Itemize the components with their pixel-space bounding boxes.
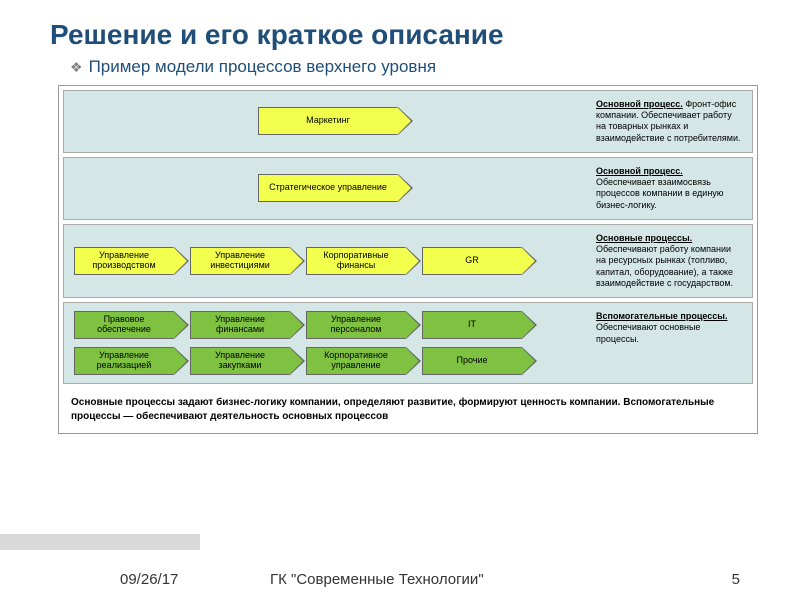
slide-footer: 09/26/17 ГК "Современные Технологии" 5 — [0, 571, 800, 588]
desc-bold: Основной процесс. — [596, 99, 683, 109]
row-boxes: Правовое обеспечение Управление финансам… — [68, 309, 588, 377]
process-box: Управление реализацией — [74, 347, 174, 375]
process-box: Маркетинг — [258, 107, 398, 135]
process-label: Управление производством — [83, 251, 165, 271]
desc-text: Обеспечивает взаимосвязь процессов компа… — [596, 177, 724, 210]
diagram-row: Маркетинг Основной процесс. Фронт-офис к… — [63, 90, 753, 153]
process-label: Управление инвестициями — [199, 251, 281, 271]
bullet-icon: ❖ — [70, 59, 83, 75]
process-box: Корпоративное управление — [306, 347, 406, 375]
process-label: Корпоративные финансы — [315, 251, 397, 271]
process-label: Управление закупками — [199, 351, 281, 371]
process-label: GR — [431, 256, 513, 266]
process-box: IT — [422, 311, 522, 339]
process-label: Управление персоналом — [315, 315, 397, 335]
diagram-caption: Основные процессы задают бизнес-логику к… — [59, 388, 757, 433]
process-diagram: Маркетинг Основной процесс. Фронт-офис к… — [58, 85, 758, 434]
desc-bold: Вспомогательные процессы. — [596, 311, 727, 321]
footer-org: ГК "Современные Технологии" — [270, 571, 700, 588]
desc-text: Обеспечивают работу компании на ресурсны… — [596, 244, 733, 288]
process-label: Маркетинг — [267, 116, 389, 126]
row-boxes: Стратегическое управление — [68, 164, 588, 213]
row-description: Основные процессы. Обеспечивают работу к… — [588, 231, 748, 291]
process-label: Корпоративное управление — [315, 351, 397, 371]
slide: Решение и его краткое описание ❖ Пример м… — [0, 0, 800, 600]
row-description: Вспомогательные процессы. Обеспечивают о… — [588, 309, 748, 377]
process-box: Управление персоналом — [306, 311, 406, 339]
process-label: Управление финансами — [199, 315, 281, 335]
desc-text: Обеспечивают основные процессы. — [596, 322, 700, 343]
row-description: Основной процесс. Фронт-офис компании. О… — [588, 97, 748, 146]
process-box: Корпоративные финансы — [306, 247, 406, 275]
process-box: Управление инвестициями — [190, 247, 290, 275]
subtitle-text: Пример модели процессов верхнего уровня — [89, 57, 436, 76]
diagram-row: Правовое обеспечение Управление финансам… — [63, 302, 753, 384]
slide-subtitle: ❖ Пример модели процессов верхнего уровня — [70, 57, 760, 77]
process-box: Управление закупками — [190, 347, 290, 375]
process-box: Прочие — [422, 347, 522, 375]
slide-title: Решение и его краткое описание — [50, 20, 760, 51]
process-box: Стратегическое управление — [258, 174, 398, 202]
row-description: Основной процесс. Обеспечивает взаимосвя… — [588, 164, 748, 213]
row-boxes: Маркетинг — [68, 97, 588, 146]
process-label: IT — [431, 320, 513, 330]
process-box: Правовое обеспечение — [74, 311, 174, 339]
process-label: Стратегическое управление — [267, 183, 389, 193]
process-label: Правовое обеспечение — [83, 315, 165, 335]
process-label: Прочие — [431, 356, 513, 366]
desc-bold: Основной процесс. — [596, 166, 683, 176]
process-box: GR — [422, 247, 522, 275]
decorative-bar — [0, 534, 200, 550]
process-label: Управление реализацией — [83, 351, 165, 371]
process-box: Управление финансами — [190, 311, 290, 339]
diagram-row: Стратегическое управление Основной проце… — [63, 157, 753, 220]
diagram-row: Управление производством Управление инве… — [63, 224, 753, 298]
desc-bold: Основные процессы. — [596, 233, 692, 243]
row-boxes: Управление производством Управление инве… — [68, 231, 588, 291]
footer-date: 09/26/17 — [120, 571, 270, 588]
footer-page: 5 — [700, 571, 740, 588]
process-box: Управление производством — [74, 247, 174, 275]
